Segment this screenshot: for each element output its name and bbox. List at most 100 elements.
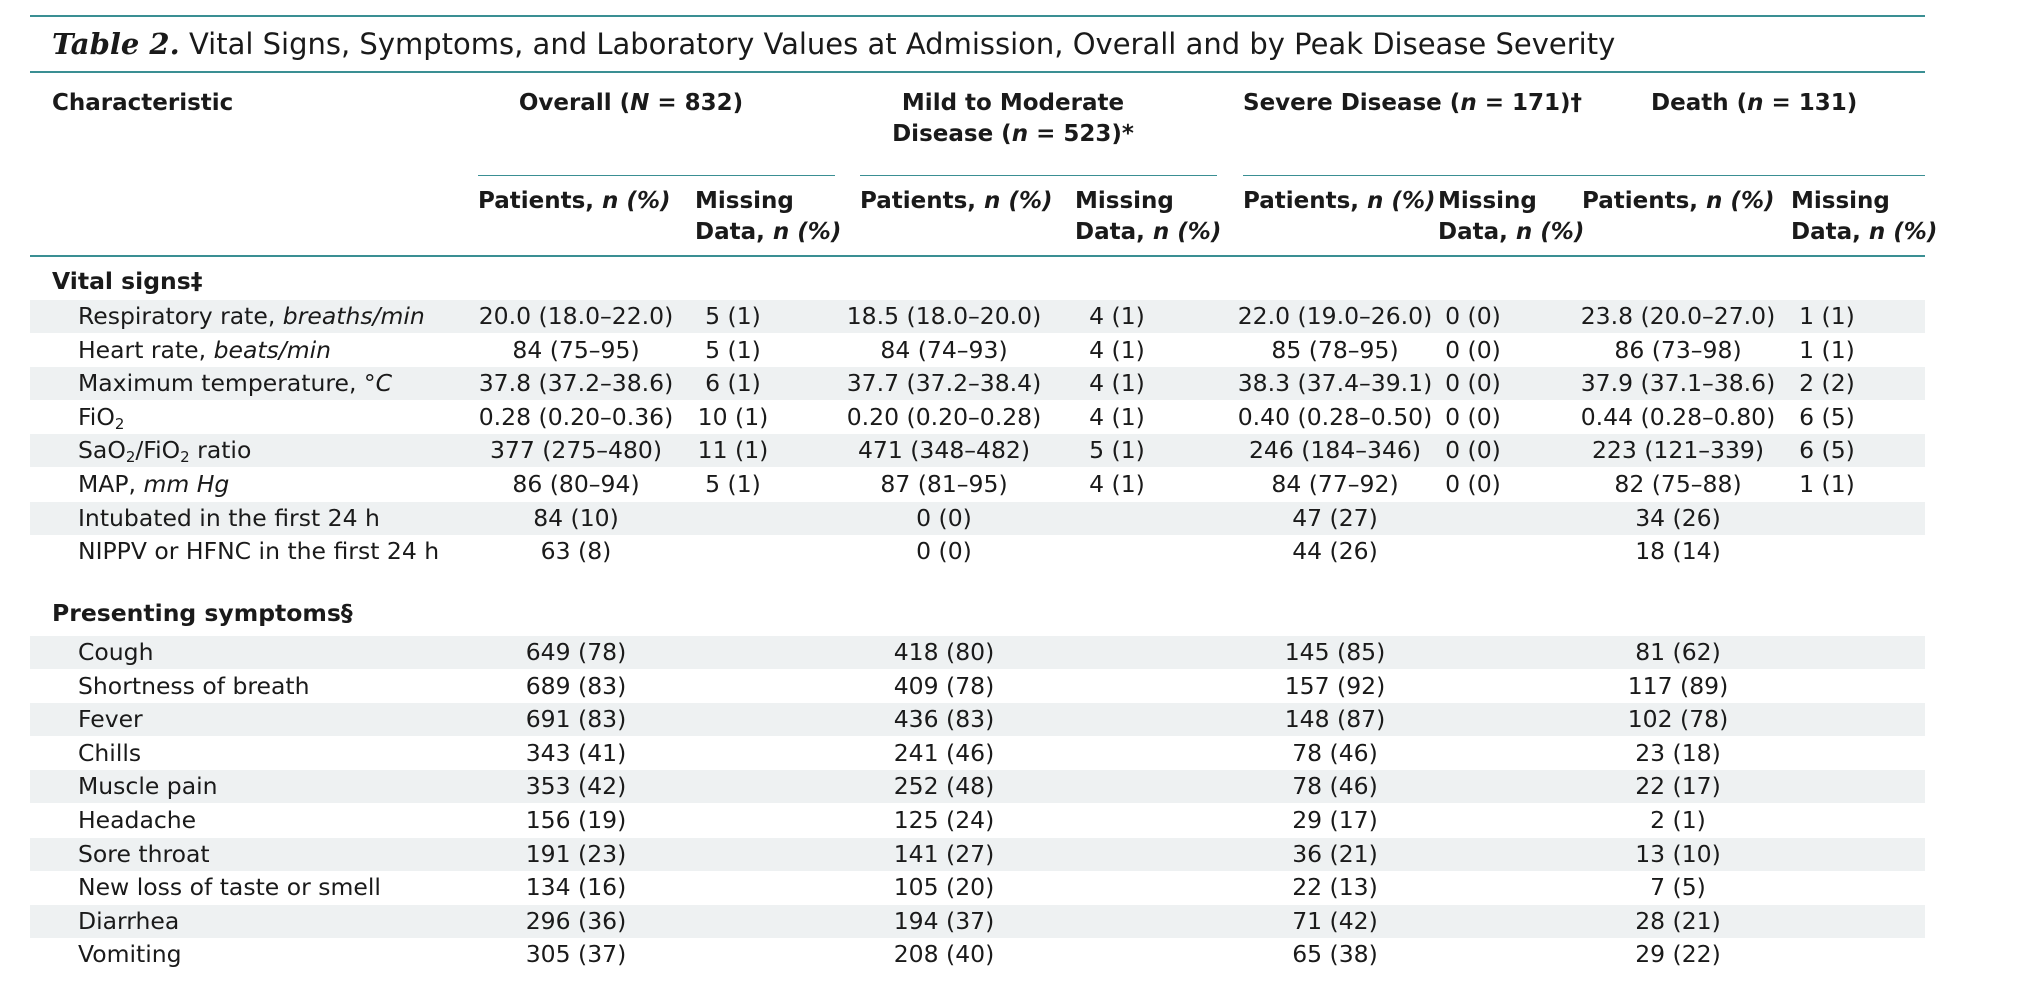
death-patients-cell: 7 (5) [1650, 873, 1706, 902]
mild-patients-cell: 18.5 (18.0–20.0) [846, 302, 1042, 330]
subheader-severe-patients: Patients, n (%) [1243, 188, 1436, 214]
table-row: Muscle pain 353 (42) 252 (48) 78 (46) 22 (17… [30, 770, 1925, 804]
death-missing-cell: 6 (5) [1799, 436, 1855, 465]
severe-patients-cell: 65 (38) [1292, 940, 1378, 969]
row-label: Headache [78, 806, 197, 834]
severe-patients-cell: 148 (87) [1284, 705, 1386, 734]
overall-patients-cell: 296 (36) [525, 906, 627, 935]
overall-missing-cell: 5 (1) [705, 470, 761, 498]
row-label: Muscle pain [78, 772, 218, 801]
table-row: FiO2 0.28 (0.20–0.36) 10 (1) 0.20 (0.20–0.2… [30, 401, 1925, 434]
severe-patients-cell: 36 (21) [1292, 839, 1378, 868]
row-label: FiO2 [78, 402, 125, 433]
table-row: Diarrhea 296 (36) 194 (37) 71 (42) 28 (21) [30, 904, 1925, 938]
overall-patients-cell: 191 (23) [525, 839, 627, 868]
overall-missing-cell: 6 (1) [705, 369, 761, 398]
severe-missing-cell: 0 (0) [1445, 436, 1501, 465]
overall-patients-cell: 37.8 (37.2–38.6) [478, 369, 674, 398]
mild-patients-cell: 0 (0) [916, 537, 972, 566]
overall-patients-cell: 134 (16) [525, 873, 627, 902]
table-row: Fever 691 (83) 436 (83) 148 (87) 102 (78) [30, 703, 1925, 737]
mild-missing-cell: 4 (1) [1089, 369, 1145, 398]
death-patients-cell: 23.8 (20.0–27.0) [1580, 302, 1776, 330]
severe-missing-cell: 0 (0) [1445, 335, 1501, 364]
table-number: Table 2. [52, 27, 180, 61]
overall-missing-cell: 10 (1) [697, 402, 769, 431]
death-missing-cell: 2 (2) [1799, 369, 1855, 398]
death-patients-cell: 37.9 (37.1–38.6) [1580, 369, 1776, 398]
row-label: Heart rate, beats/min [78, 335, 332, 364]
table-row: Respiratory rate, breaths/min 20.0 (18.0–… [30, 300, 1925, 333]
death-patients-cell: 22 (17) [1635, 772, 1721, 801]
mild-patients-cell: 87 (81–95) [880, 470, 1008, 498]
overall-missing-cell: 11 (1) [697, 436, 769, 465]
mild-patients-cell: 125 (24) [893, 806, 995, 834]
death-patients-cell: 2 (1) [1650, 806, 1706, 834]
severe-patients-cell: 246 (184–346) [1248, 436, 1422, 465]
table-row: Maximum temperature, °C 37.8 (37.2–38.6) 6… [30, 367, 1925, 401]
table-title-bar: Table 2. Vital Signs, Symptoms, and Labo… [30, 15, 1925, 73]
header-bottom-rule [30, 255, 1925, 257]
overall-patients-cell: 377 (275–480) [489, 436, 663, 465]
table-row: Vomiting 305 (37) 208 (40) 65 (38) 29 (22) [30, 938, 1925, 971]
mild-patients-cell: 141 (27) [893, 839, 995, 868]
mild-missing-cell: 4 (1) [1089, 402, 1145, 431]
table-row: Shortness of breath 689 (83) 409 (78) 157 (… [30, 670, 1925, 703]
death-patients-cell: 223 (121–339) [1591, 436, 1765, 465]
death-patients-cell: 29 (22) [1635, 940, 1721, 969]
severe-missing-cell: 0 (0) [1445, 369, 1501, 398]
mild-subrule [860, 175, 1217, 176]
table-row: SaO2/FiO2 ratio 377 (275–480) 11 (1) 471 (3… [30, 434, 1925, 468]
death-missing-cell: 1 (1) [1799, 302, 1855, 330]
table-row: Headache 156 (19) 125 (24) 29 (17) 2 (1) [30, 804, 1925, 837]
mild-missing-cell: 4 (1) [1089, 470, 1145, 498]
mild-patients-cell: 252 (48) [893, 772, 995, 801]
row-label: Diarrhea [78, 906, 180, 935]
severe-patients-cell: 78 (46) [1292, 772, 1378, 801]
table-row: Sore throat 191 (23) 141 (27) 36 (21) 13 (10… [30, 837, 1925, 871]
row-label: Respiratory rate, breaths/min [78, 302, 425, 330]
death-patients-cell: 82 (75–88) [1614, 470, 1742, 498]
mild-patients-cell: 471 (348–482) [857, 436, 1031, 465]
death-patients-cell: 81 (62) [1635, 638, 1721, 666]
death-patients-cell: 18 (14) [1635, 537, 1721, 566]
table-row: MAP, mm Hg 86 (80–94) 5 (1) 87 (81–95) 4 (1)… [30, 468, 1925, 501]
table-row: Chills 343 (41) 241 (46) 78 (46) 23 (18) [30, 737, 1925, 770]
mild-patients-cell: 0.20 (0.20–0.28) [846, 402, 1042, 431]
death-patients-cell: 0.44 (0.28–0.80) [1580, 402, 1776, 431]
row-label: Vomiting [78, 940, 182, 969]
overall-patients-cell: 20.0 (18.0–22.0) [478, 302, 674, 330]
row-label: Sore throat [78, 839, 210, 868]
severe-patients-cell: 47 (27) [1292, 503, 1378, 532]
death-missing-cell: 1 (1) [1799, 335, 1855, 364]
mild-patients-cell: 84 (74–93) [880, 335, 1008, 364]
row-label: SaO2/FiO2 ratio [78, 436, 252, 467]
severe-patients-cell: 22.0 (19.0–26.0) [1237, 302, 1433, 330]
mild-patients-cell: 208 (40) [893, 940, 995, 969]
death-subrule [1582, 175, 1925, 176]
section-presenting-symptoms: Presenting symptoms§ [52, 599, 353, 627]
section-vital-signs: Vital signs‡ [52, 267, 203, 295]
severe-patients-cell: 84 (77–92) [1271, 470, 1399, 498]
table-caption: Vital Signs, Symptoms, and Laboratory Va… [188, 27, 1616, 61]
death-patients-cell: 102 (78) [1627, 705, 1729, 734]
severe-patients-cell: 22 (13) [1292, 873, 1378, 902]
severe-patients-cell: 78 (46) [1292, 738, 1378, 767]
row-label: Intubated in the first 24 h [78, 503, 380, 532]
severe-patients-cell: 0.40 (0.28–0.50) [1237, 402, 1433, 431]
death-patients-cell: 34 (26) [1635, 503, 1721, 532]
overall-patients-cell: 689 (83) [525, 671, 627, 700]
row-label: Shortness of breath [78, 671, 310, 700]
death-patients-cell: 86 (73–98) [1614, 335, 1742, 364]
mild-patients-cell: 0 (0) [916, 503, 972, 532]
header-mild-moderate: Mild to Moderate Disease (n = 523)* [892, 90, 1134, 147]
mild-missing-cell: 4 (1) [1089, 302, 1145, 330]
mild-patients-cell: 105 (20) [893, 873, 995, 902]
row-label: Cough [78, 638, 154, 666]
severe-patients-cell: 29 (17) [1292, 806, 1378, 834]
overall-patients-cell: 343 (41) [525, 738, 627, 767]
header-death: Death (n = 131) [1651, 90, 1858, 116]
table-row: Heart rate, beats/min 84 (75–95) 5 (1) 84 (… [30, 334, 1925, 367]
overall-patients-cell: 691 (83) [525, 705, 627, 734]
mild-missing-cell: 5 (1) [1089, 436, 1145, 465]
